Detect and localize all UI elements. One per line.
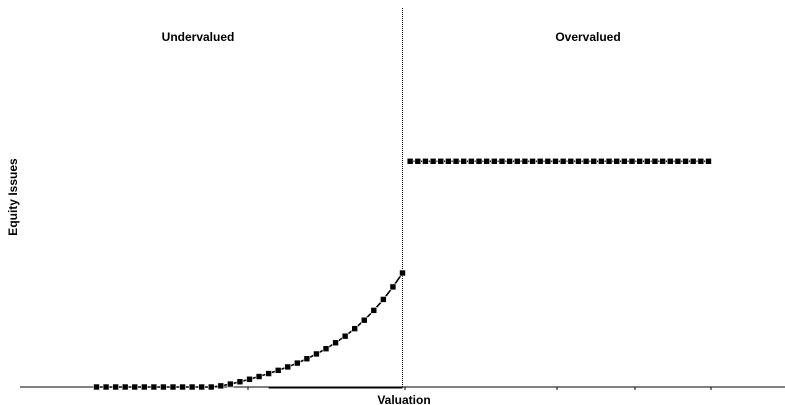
data-point xyxy=(236,378,244,386)
data-point xyxy=(651,157,659,165)
data-point xyxy=(575,157,582,165)
data-point xyxy=(498,157,506,165)
data-point xyxy=(255,373,263,380)
data-point xyxy=(513,157,521,165)
data-point xyxy=(682,157,689,165)
data-point xyxy=(351,325,358,332)
data-point xyxy=(636,157,643,165)
data-point xyxy=(227,380,234,388)
data-point xyxy=(475,157,483,165)
data-point xyxy=(160,383,167,391)
data-point xyxy=(452,157,460,165)
axes xyxy=(20,8,785,390)
data-point xyxy=(399,269,406,277)
data-point xyxy=(284,363,292,371)
data-point xyxy=(628,157,636,165)
data-point xyxy=(322,345,330,352)
data-point xyxy=(705,157,712,165)
y-axis-label: Equity Issues xyxy=(6,158,20,236)
data-point xyxy=(697,157,705,165)
data-point xyxy=(102,383,110,391)
data-point xyxy=(217,382,225,390)
data-point xyxy=(294,359,301,367)
data-point xyxy=(265,370,272,377)
data-point xyxy=(341,332,349,340)
data-point xyxy=(360,316,368,324)
data-point xyxy=(207,383,215,391)
data-point xyxy=(274,367,282,374)
data-point xyxy=(169,383,177,391)
data-point xyxy=(567,157,575,165)
data-point xyxy=(506,157,513,165)
data-point xyxy=(490,157,498,165)
data-point xyxy=(529,157,536,165)
data-point xyxy=(643,157,651,165)
data-point xyxy=(521,157,529,165)
data-point xyxy=(598,157,605,165)
data-point xyxy=(121,383,129,391)
data-point xyxy=(445,157,452,165)
data-point xyxy=(559,157,567,165)
data-point xyxy=(303,355,311,363)
data-point xyxy=(313,350,320,358)
annotation-overvalued: Overvalued xyxy=(555,30,620,44)
data-point xyxy=(414,157,422,165)
data-point xyxy=(544,157,552,165)
data-point xyxy=(112,383,119,391)
data-point xyxy=(429,157,437,165)
data-point xyxy=(460,157,468,165)
data-point xyxy=(437,157,445,165)
data-point xyxy=(198,383,205,391)
data-point xyxy=(659,157,666,165)
data-point xyxy=(582,157,590,165)
data-point xyxy=(621,157,628,165)
data-point xyxy=(246,375,253,383)
data-point xyxy=(483,157,490,165)
data-point xyxy=(188,383,196,391)
data-point xyxy=(179,383,186,391)
data-point xyxy=(552,157,559,165)
data-point xyxy=(468,157,475,165)
data-point xyxy=(536,157,544,165)
data-point xyxy=(674,157,682,165)
marks xyxy=(93,157,712,391)
data-point xyxy=(406,157,414,165)
x-axis-label: Valuation xyxy=(377,393,430,405)
data-point xyxy=(141,383,148,391)
data-point xyxy=(93,383,100,391)
data-point xyxy=(422,157,429,165)
data-point xyxy=(590,157,598,165)
data-point xyxy=(370,307,378,314)
data-point xyxy=(150,383,158,391)
data-point xyxy=(666,157,674,165)
data-point xyxy=(380,296,387,303)
data-point xyxy=(605,157,613,165)
annotation-undervalued: Undervalued xyxy=(162,30,235,44)
data-point xyxy=(131,383,139,391)
data-point xyxy=(389,283,397,291)
data-point xyxy=(689,157,697,165)
data-point xyxy=(613,157,621,165)
data-point xyxy=(332,339,339,347)
